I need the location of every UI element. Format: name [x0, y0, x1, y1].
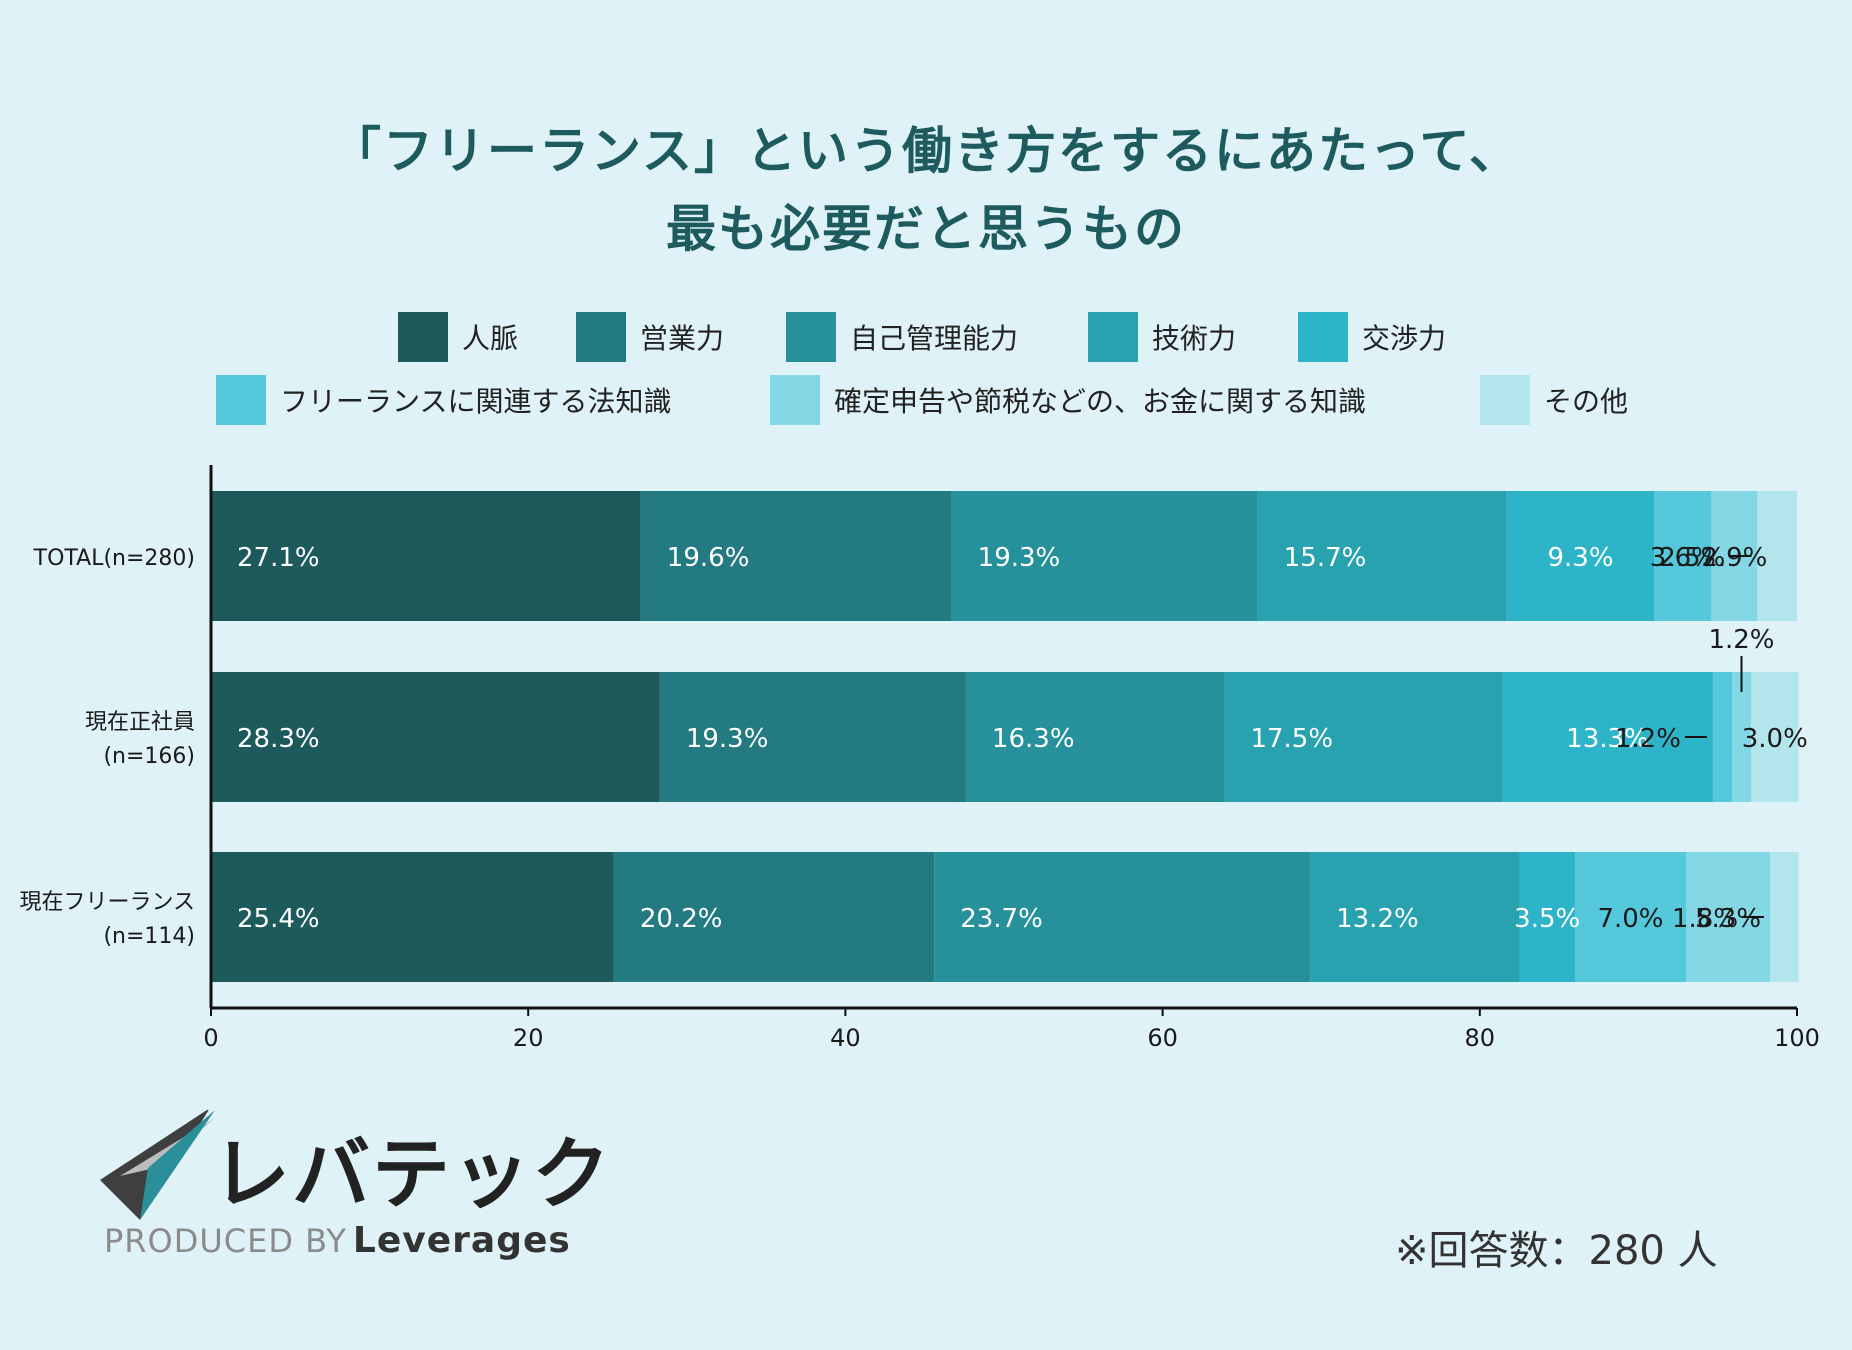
bar-segment — [1519, 852, 1575, 982]
bar-segment — [1731, 672, 1752, 802]
data-label: 1.8% — [1672, 904, 1738, 934]
x-tick-label: 60 — [1147, 1024, 1178, 1052]
bar-segment — [1224, 672, 1503, 802]
x-tick-label: 20 — [513, 1024, 544, 1052]
category-label: (n=114) — [103, 924, 195, 949]
chart-title-line2: 最も必要だと思うもの — [666, 200, 1186, 258]
data-label: 3.6% — [1650, 543, 1716, 573]
produced-by: PRODUCED BY Leverages — [104, 1220, 571, 1261]
category-label: 現在正社員 — [85, 710, 195, 735]
chart-title-line1: 「フリーランス」という働き方をするにあたって、 — [331, 122, 1521, 180]
bar-segment — [211, 491, 641, 621]
bar-segment — [1770, 852, 1799, 982]
data-label: 2.5% — [1659, 543, 1725, 573]
data-label: 9.3% — [1547, 543, 1613, 573]
bar-segment — [1751, 672, 1799, 802]
data-label: 19.3% — [686, 724, 769, 754]
chart-title: 「フリーランス」という働き方をするにあたって、 最も必要だと思うもの — [0, 112, 1852, 268]
bar-segment — [965, 672, 1225, 802]
data-label: 27.1% — [237, 543, 320, 573]
bar-segment — [1310, 852, 1520, 982]
data-label: 19.3% — [978, 543, 1061, 573]
bar-segment — [211, 672, 660, 802]
category-label: 現在フリーランス — [19, 890, 195, 915]
bar-segment — [934, 852, 1311, 982]
bar-segment — [1712, 672, 1732, 802]
respondent-note: ※回答数：280 人 — [1395, 1228, 1718, 1274]
data-label: 23.7% — [960, 904, 1043, 934]
x-tick-label: 100 — [1774, 1024, 1820, 1052]
data-label: 25.4% — [237, 904, 320, 934]
bar-segment — [1654, 491, 1712, 621]
category-label: TOTAL(n=280) — [33, 546, 195, 571]
data-label: 7.0% — [1597, 904, 1663, 934]
bar-segment — [1506, 491, 1655, 621]
data-label: 1.2% — [1708, 625, 1774, 655]
data-label: 1.2% — [1615, 724, 1681, 754]
data-label: 28.3% — [237, 724, 320, 754]
levtech-logo-icon — [100, 1110, 215, 1220]
bar-segment — [1574, 852, 1686, 982]
x-tick-label: 80 — [1465, 1024, 1496, 1052]
data-label: 20.2% — [640, 904, 723, 934]
x-tick-label: 0 — [203, 1024, 218, 1052]
category-label: (n=166) — [103, 744, 195, 769]
bar-segment — [659, 672, 966, 802]
bar-segment — [640, 491, 952, 621]
data-label: 16.3% — [992, 724, 1075, 754]
data-label: 3.0% — [1742, 724, 1808, 754]
data-label: 2.9% — [1701, 543, 1767, 573]
bar-segment — [1502, 672, 1713, 802]
bar-segment — [613, 852, 935, 982]
bar-segment — [211, 852, 614, 982]
bar-segment — [1757, 491, 1797, 621]
data-label: 13.2% — [1336, 904, 1419, 934]
data-label: 5.3% — [1695, 904, 1761, 934]
stacked-bar-chart: 27.1% 19.6% 19.3% 15.7% 9.3% 3.6%2.9%2.5% TOTA… — [19, 465, 1820, 1052]
data-label: 17.5% — [1250, 724, 1333, 754]
bar-segment — [951, 491, 1258, 621]
brand-name: レバテック — [212, 1130, 613, 1220]
data-label: 13.3% — [1566, 724, 1649, 754]
produced-by-label: PRODUCED BY — [104, 1222, 347, 1260]
data-label: 19.6% — [667, 543, 750, 573]
bar-segment — [1257, 491, 1507, 621]
company-name: Leverages — [352, 1220, 571, 1261]
x-tick-label: 40 — [830, 1024, 861, 1052]
data-label: 3.5% — [1514, 904, 1580, 934]
data-label: 15.7% — [1284, 543, 1367, 573]
